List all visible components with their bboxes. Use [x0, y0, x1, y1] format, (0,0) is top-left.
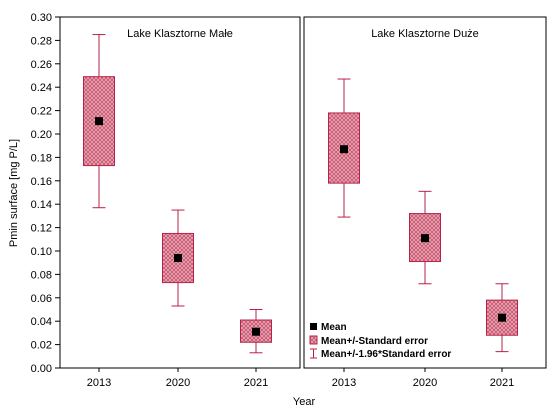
- y-tick-label: 0.18: [31, 152, 52, 164]
- y-axis-label: Pmin surface [mg P/L]: [8, 139, 20, 247]
- y-axis-ticks: 0.00 0.02 0.04 0.06 0.08 0.10 0.12 0.14 0.16 0.18…: [31, 12, 60, 375]
- x-tick-label: 2020: [166, 377, 190, 389]
- se-box: [409, 213, 441, 263]
- y-tick-label: 0.04: [31, 316, 52, 328]
- y-tick-label: 0.08: [31, 269, 52, 281]
- y-tick-label: 0.14: [31, 199, 52, 211]
- mean-marker: [421, 234, 429, 243]
- x-tick-label: 2013: [87, 377, 111, 389]
- y-tick-label: 0.26: [31, 59, 52, 71]
- y-tick-label: 0.06: [31, 293, 52, 305]
- legend: Mean Mean+/-Standard error Mean+/-1.96*S…: [309, 322, 451, 360]
- legend-se-label: Mean+/-Standard error: [321, 336, 428, 347]
- mean-marker: [498, 313, 506, 322]
- x-tick-label: 2021: [244, 377, 268, 389]
- y-tick-label: 0.02: [31, 340, 52, 352]
- panel-frame-left: [59, 16, 301, 369]
- y-tick-label: 0.30: [31, 12, 52, 24]
- legend-mean-marker: [310, 323, 317, 330]
- panel-title-right: Lake Klasztorne Duże: [371, 28, 479, 40]
- x-tick-label: 2021: [490, 377, 514, 389]
- mean-marker: [252, 327, 260, 336]
- x-tick-label: 2020: [413, 377, 437, 389]
- x-axis-ticks: 2013 2020 2021 2013 2020 2021: [87, 368, 514, 389]
- y-tick-label: 0.20: [31, 129, 52, 141]
- panel-title-left: Lake Klasztorne Małe: [127, 28, 233, 40]
- box-marks: [83, 34, 518, 354]
- legend-ci-whisker: [310, 348, 317, 359]
- y-tick-label: 0.28: [31, 35, 52, 47]
- y-tick-label: 0.22: [31, 106, 52, 118]
- mean-marker: [340, 145, 348, 154]
- legend-mean-label: Mean: [321, 322, 347, 333]
- legend-se-swatch: [309, 335, 318, 345]
- y-tick-label: 0.24: [31, 82, 52, 94]
- x-tick-label: 2013: [332, 377, 356, 389]
- y-tick-label: 0.00: [31, 363, 52, 375]
- x-axis-label: Year: [293, 396, 316, 408]
- mean-marker: [174, 254, 182, 263]
- y-tick-label: 0.12: [31, 223, 52, 235]
- y-tick-label: 0.10: [31, 246, 52, 258]
- legend-ci-label: Mean+/-1.96*Standard error: [321, 349, 451, 360]
- y-tick-label: 0.16: [31, 176, 52, 188]
- mean-marker: [95, 117, 103, 126]
